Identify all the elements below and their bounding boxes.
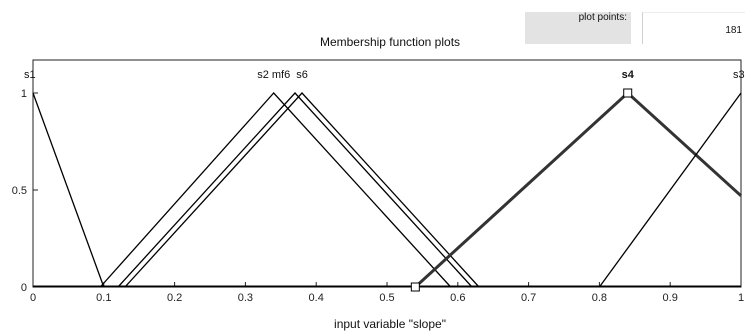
x-tick-label: 0.5: [379, 292, 394, 304]
mf-label-s1[interactable]: s1: [24, 69, 36, 81]
x-tick-label: 0.6: [450, 292, 465, 304]
mf-line-s6: [124, 92, 480, 288]
mf-line-s3: [598, 92, 742, 288]
x-axis-label: input variable "slope": [334, 317, 446, 331]
x-tick-label: 1: [738, 292, 744, 304]
mf-line-s1: [32, 92, 105, 288]
x-tick-label: 0.9: [663, 292, 678, 304]
x-tick-label: 0.2: [167, 292, 182, 304]
x-tick-label: 0.4: [309, 292, 324, 304]
mf-line-s4: [414, 90, 743, 289]
mf-vertex-handle[interactable]: [410, 282, 420, 292]
y-tick-label: 0: [21, 282, 27, 294]
mf-line-s2: [99, 92, 452, 288]
x-tick-label: 0.7: [521, 292, 536, 304]
mf-vertex-handle[interactable]: [623, 88, 633, 98]
mf-label-s2-mf6[interactable]: s2 mf6: [257, 69, 290, 81]
plot-points-label-box: plot points:: [525, 12, 631, 44]
plot-points-label: plot points:: [578, 12, 627, 23]
x-tick-label: 0: [30, 292, 36, 304]
mf-label-s6[interactable]: s6: [296, 69, 308, 81]
plot-title: Membership function plots: [319, 35, 461, 49]
mf-label-s4[interactable]: s4: [622, 69, 635, 81]
x-tick-label: 0.1: [96, 292, 111, 304]
mf-label-s3[interactable]: s3: [733, 69, 745, 81]
y-tick-label: 0.5: [12, 185, 27, 197]
axes-box: [32, 59, 742, 288]
x-tick-label: 0.8: [592, 292, 607, 304]
plot-points-input[interactable]: 181: [642, 12, 745, 44]
y-tick-label: 1: [21, 88, 27, 100]
plot-points-value: 181: [725, 25, 742, 36]
mf-line-mf5: [117, 92, 473, 288]
x-tick-label: 0.3: [238, 292, 253, 304]
